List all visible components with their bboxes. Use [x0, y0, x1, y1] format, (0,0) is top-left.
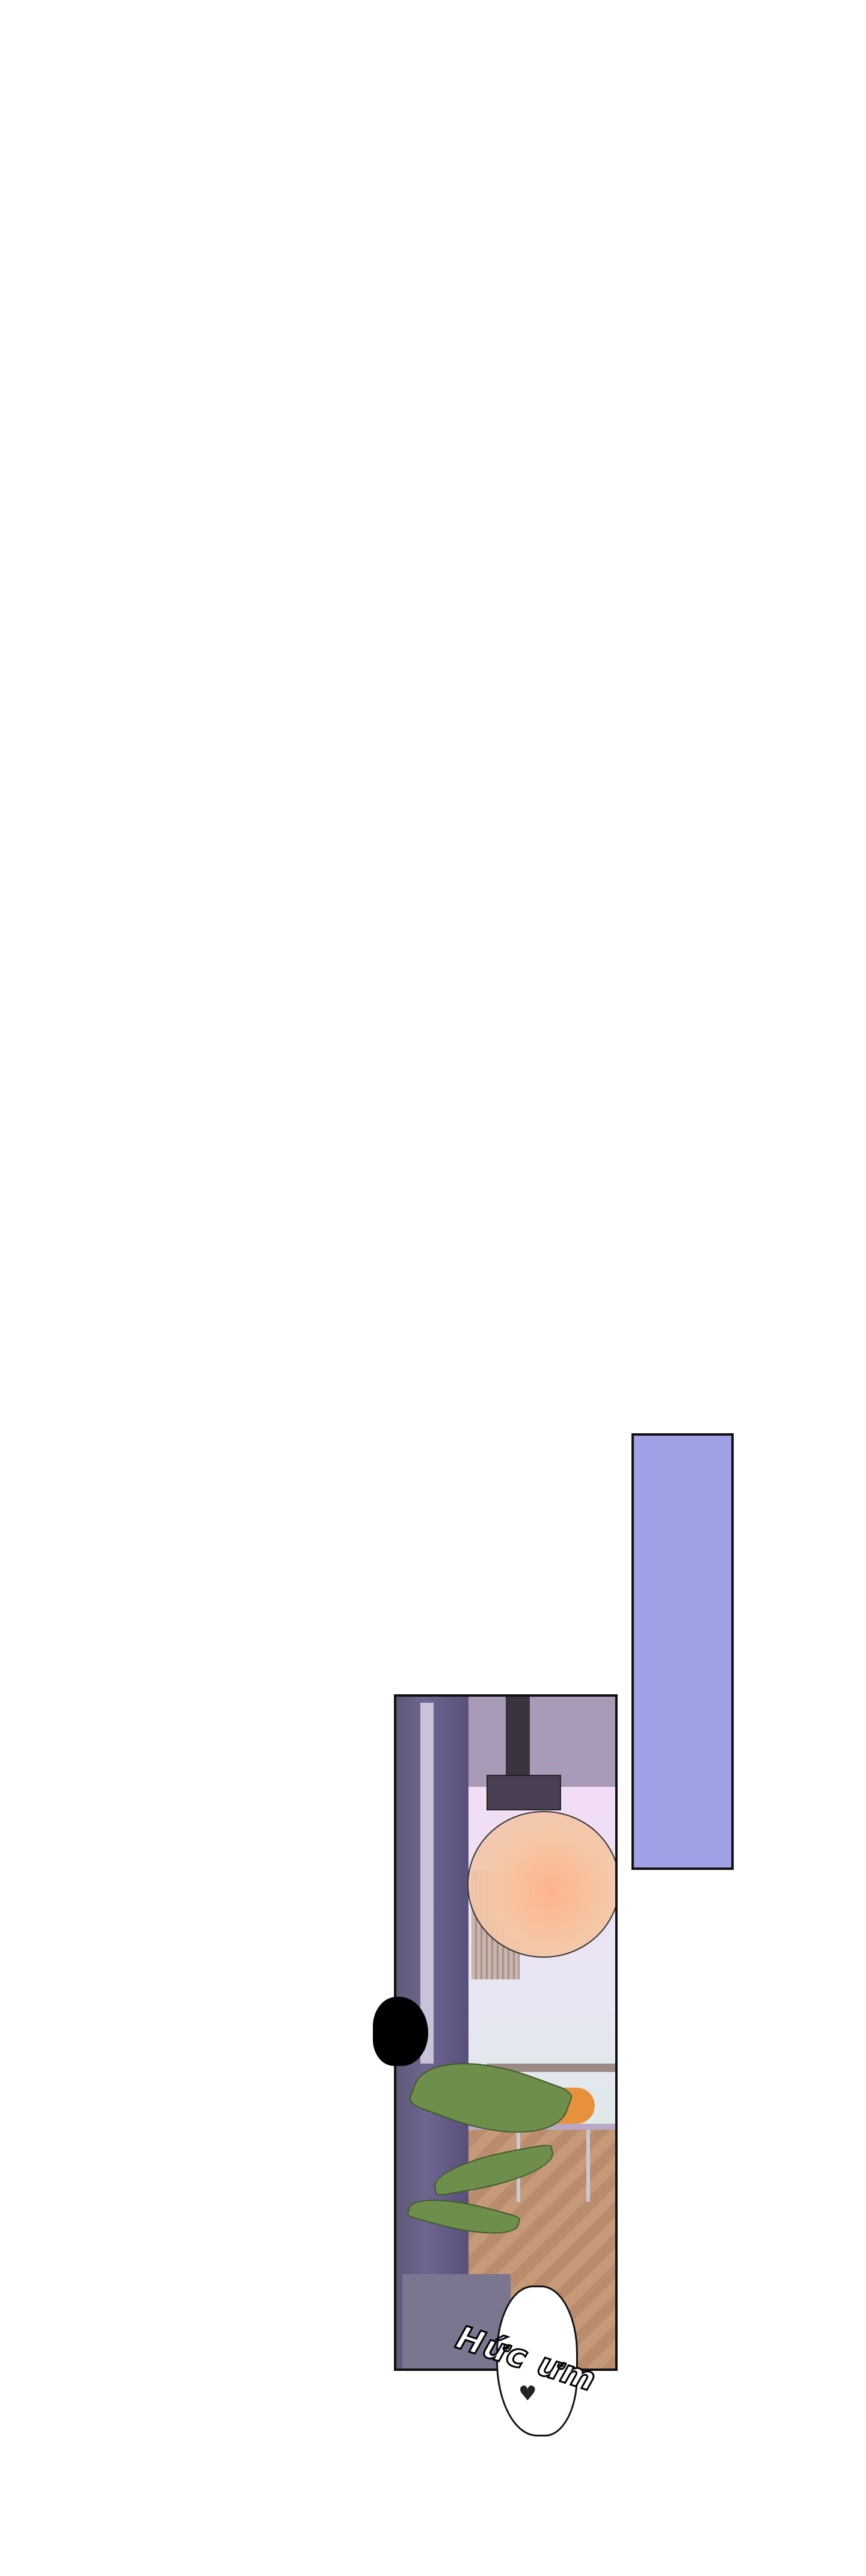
desk: [487, 2064, 615, 2072]
white-speech-bubble: [496, 2286, 578, 2436]
lamp-socket: [487, 1775, 561, 1810]
plant-pot: [402, 2274, 511, 2369]
office-scene-panel: [394, 1694, 618, 2371]
black-speech-bubble: [373, 1997, 428, 2066]
heart-icon: ♥: [518, 2382, 537, 2406]
light-bulb-icon: [467, 1811, 615, 1958]
blue-panel: [631, 1433, 734, 1870]
door-frame: [420, 1703, 434, 2064]
lamp-cord: [506, 1697, 530, 1775]
left-wall: [396, 1697, 468, 2369]
